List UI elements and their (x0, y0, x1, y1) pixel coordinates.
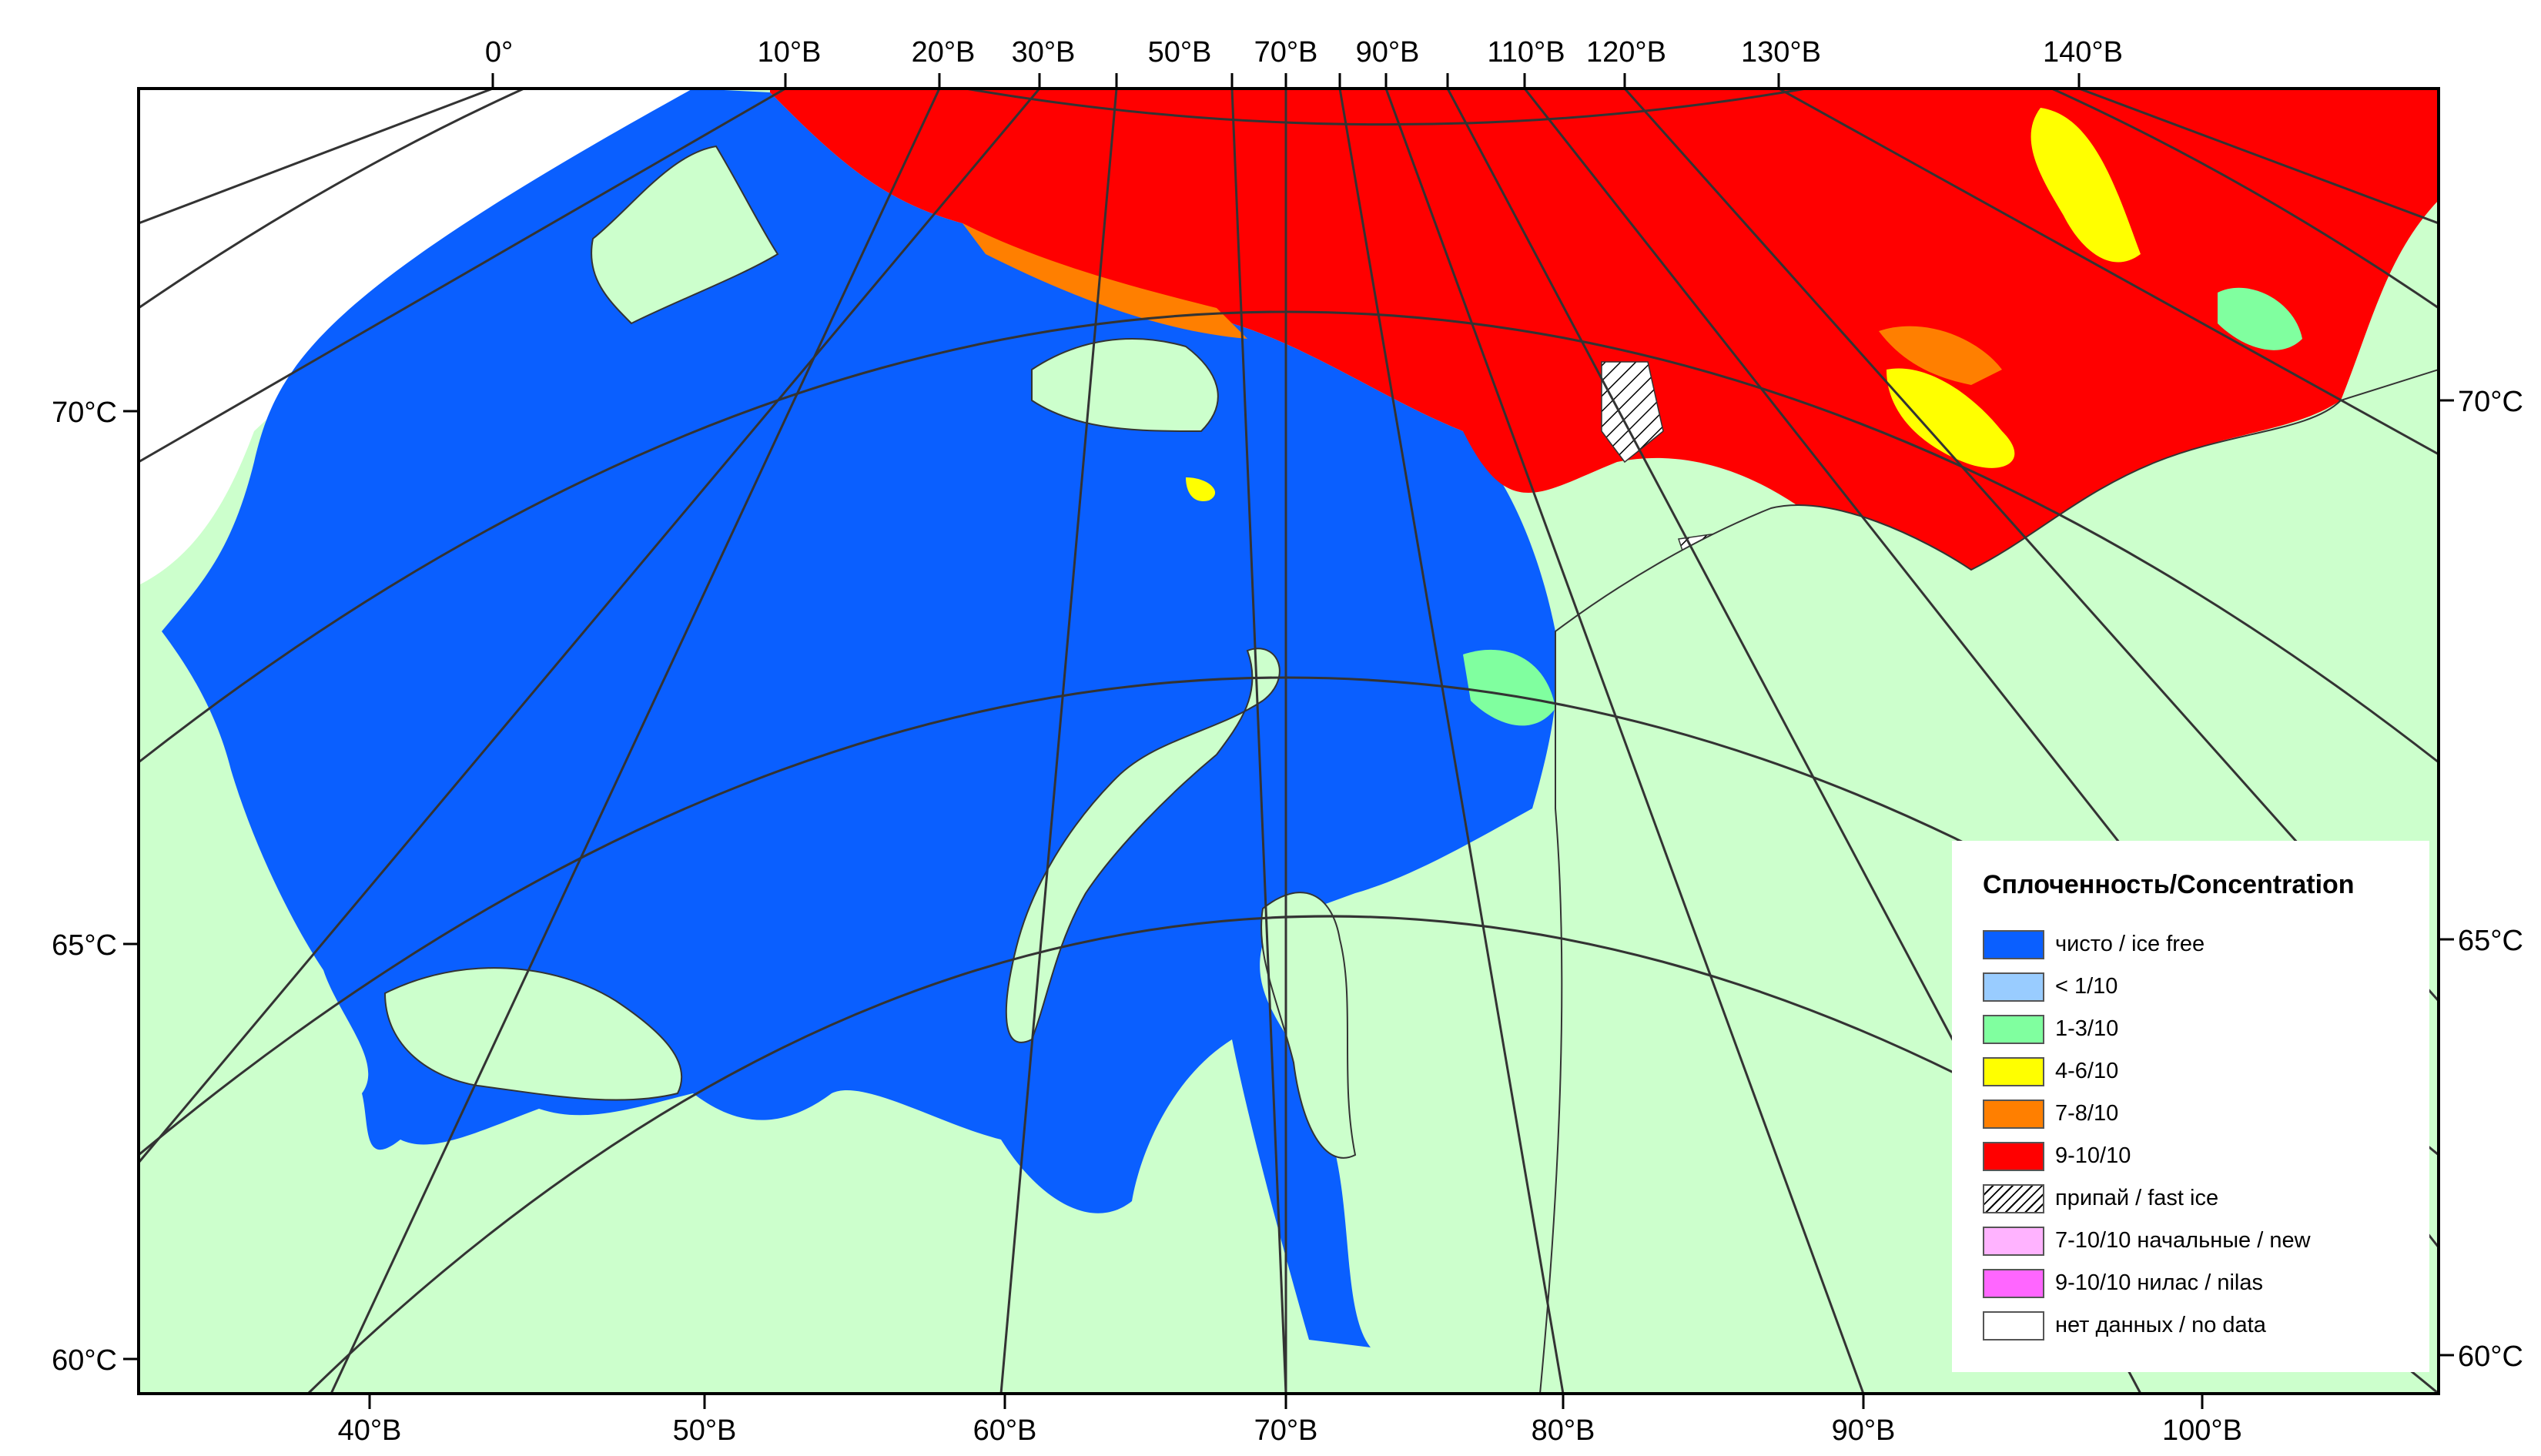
map-frame (137, 87, 2440, 1395)
legend-item: 7-10/10 начальные / new (1983, 1220, 2429, 1262)
legend-item: нет данных / no data (1983, 1304, 2429, 1347)
legend-label: нет данных / no data (2055, 1313, 2266, 1337)
legend-label: 1-3/10 (2055, 1016, 2119, 1041)
top-lon-label: 70°В (1254, 36, 1318, 69)
top-lon-label: 10°В (758, 36, 822, 69)
bottom-lon-label: 50°В (673, 1414, 737, 1447)
top-lon-label: 120°В (1586, 36, 1666, 69)
legend-label: припай / fast ice (2055, 1186, 2219, 1210)
legend-item: 1-3/10 (1983, 1008, 2429, 1050)
ice-4-6-c (1186, 477, 1216, 501)
legend-swatch (1983, 1141, 2044, 1171)
right-lat-label: 70°С (2458, 386, 2523, 418)
legend-label: 9-10/10 (2055, 1143, 2131, 1168)
legend-label: чисто / ice free (2055, 932, 2205, 956)
legend-items: чисто / ice free < 1/10 1-3/10 4-6/10 7-8/10… (1983, 923, 2429, 1347)
top-lon-label: 30°В (1012, 36, 1076, 69)
ice-7-8 (962, 223, 1247, 339)
top-lon-label: 0° (485, 36, 513, 69)
fast-ice-a (1601, 361, 1664, 464)
right-lat-label: 60°С (2458, 1341, 2523, 1373)
legend-item: чисто / ice free (1983, 923, 2429, 966)
top-lon-label: 90°В (1356, 36, 1420, 69)
legend-label: 9-10/10 нилас / nilas (2055, 1270, 2263, 1295)
bottom-lon-label: 40°В (338, 1414, 402, 1447)
legend-swatch (1983, 972, 2044, 1002)
legend-label: < 1/10 (2055, 974, 2118, 999)
bottom-lon-label: 60°В (973, 1414, 1037, 1447)
legend-swatch (1983, 1099, 2044, 1129)
legend-swatch (1983, 929, 2044, 959)
novaya-zemlya (1005, 648, 1281, 1043)
ice-1-3-a (1463, 649, 1555, 726)
right-latitude-labels: 70°С 65°С 60°С (2458, 386, 2523, 1373)
legend-swatch (1983, 1014, 2044, 1044)
top-lon-label: 130°В (1741, 36, 1821, 69)
left-lat-label: 70°С (52, 397, 117, 429)
legend-swatch (1983, 1310, 2044, 1341)
legend-item: 9-10/10 нилас / nilas (1983, 1262, 2429, 1304)
bottom-longitude-labels: 40°В 50°В 60°В 70°В 80°В 90°В 100°В (338, 1414, 2242, 1447)
bottom-lon-label: 90°В (1832, 1414, 1896, 1447)
ice-9-10 (770, 89, 2439, 570)
legend-title: Сплоченность/Concentration (1983, 870, 2355, 899)
legend-label: 7-8/10 (2055, 1101, 2119, 1126)
top-lon-label: 110°В (1487, 36, 1565, 69)
legend-label: 7-10/10 начальные / new (2055, 1228, 2311, 1253)
ice-1-3-b (2218, 287, 2302, 350)
legend-item: припай / fast ice (1983, 1177, 2429, 1220)
legend-item: 7-8/10 (1983, 1093, 2429, 1135)
legend-swatch (1983, 1056, 2044, 1086)
left-lat-label: 65°С (52, 929, 117, 962)
no-data-region (139, 89, 693, 585)
legend-item: 9-10/10 (1983, 1135, 2429, 1177)
tick-marks (123, 73, 2454, 1409)
franz-josef-land (1031, 338, 1219, 433)
left-lat-label: 60°С (52, 1344, 117, 1377)
ice-4-6-a (1886, 368, 2015, 468)
bottom-lon-label: 70°В (1254, 1414, 1318, 1447)
bottom-lon-label: 80°В (1532, 1414, 1595, 1447)
svalbard (591, 145, 779, 325)
legend: Сплоченность/Concentration чисто / ice f… (1952, 841, 2429, 1372)
legend-label: 4-6/10 (2055, 1059, 2119, 1083)
top-lon-label: 50°В (1148, 36, 1212, 69)
legend-item: 4-6/10 (1983, 1050, 2429, 1093)
left-latitude-labels: 70°С 65°С 60°С (52, 397, 117, 1377)
top-longitude-labels: 0° 10°В 20°В 30°В 50°В 70°В 90°В 110°В 1… (485, 36, 2123, 69)
legend-swatch (1983, 1183, 2044, 1213)
top-lon-label: 20°В (912, 36, 976, 69)
ice-4-6-b (2030, 108, 2141, 263)
right-lat-label: 65°С (2458, 925, 2523, 957)
top-lon-label: 140°В (2043, 36, 2123, 69)
legend-swatch (1983, 1268, 2044, 1298)
ice-7-8-east (1879, 326, 2002, 385)
legend-item: < 1/10 (1983, 966, 2429, 1008)
legend-swatch (1983, 1226, 2044, 1256)
bottom-lon-label: 100°В (2162, 1414, 2242, 1447)
